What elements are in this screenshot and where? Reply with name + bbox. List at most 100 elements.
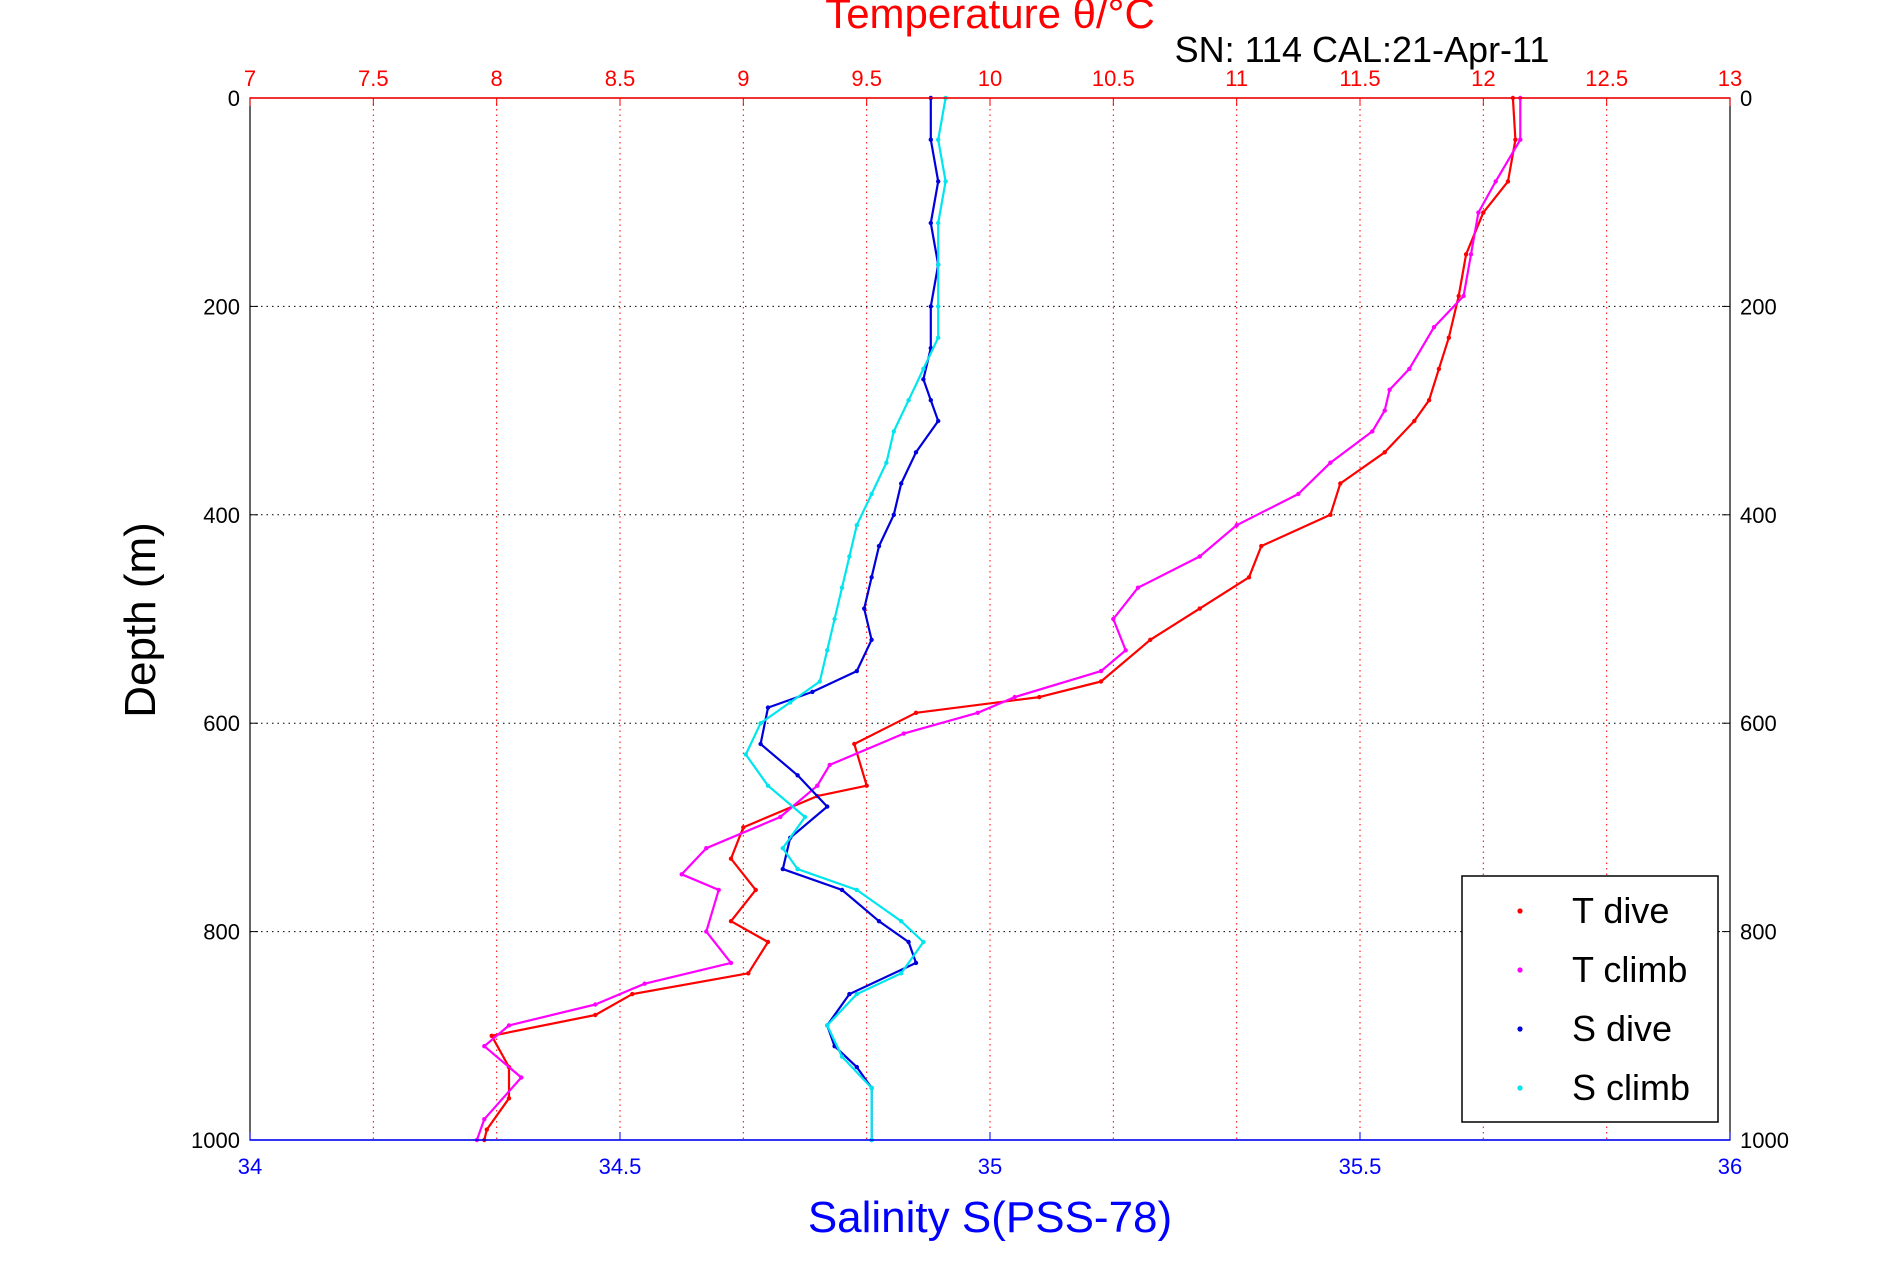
salinity-tick-label: 35 <box>978 1154 1002 1179</box>
data-point <box>1012 694 1017 700</box>
data-point <box>1456 293 1461 299</box>
series-t-climb <box>474 95 1523 1143</box>
data-point <box>869 637 874 642</box>
data-point <box>975 710 980 715</box>
data-point <box>1098 679 1104 684</box>
data-point <box>832 616 837 622</box>
data-point <box>1463 252 1469 257</box>
data-point <box>1148 637 1153 642</box>
data-point <box>943 179 948 184</box>
depth-tick-label-right: 400 <box>1740 503 1777 528</box>
data-point <box>1505 179 1511 184</box>
data-point <box>876 543 882 549</box>
depth-tick-label-right: 800 <box>1740 920 1777 945</box>
data-point <box>899 919 904 924</box>
data-point <box>936 304 941 309</box>
data-point <box>753 887 758 893</box>
data-point <box>906 398 911 403</box>
data-point <box>795 866 800 872</box>
data-point <box>839 585 845 590</box>
data-point <box>1197 554 1202 559</box>
data-point <box>936 137 941 142</box>
data-point <box>780 866 785 872</box>
data-point <box>936 262 941 267</box>
legend-label: S climb <box>1572 1067 1690 1108</box>
data-point <box>482 1117 487 1122</box>
data-point <box>1407 366 1412 372</box>
data-point <box>854 1064 859 1070</box>
legend-label: T dive <box>1572 890 1669 931</box>
depth-tick-label-left: 800 <box>203 920 240 945</box>
data-point <box>864 783 869 788</box>
data-point <box>839 887 845 893</box>
data-point <box>1328 460 1333 465</box>
data-point <box>484 1127 489 1132</box>
series-trace <box>483 97 1517 1141</box>
data-point <box>1387 387 1392 392</box>
data-point <box>921 377 926 382</box>
depth-tick-label-left: 0 <box>228 86 240 111</box>
data-point <box>1370 429 1375 434</box>
data-point <box>593 1012 598 1018</box>
temperature-tick-label: 9 <box>737 66 749 91</box>
data-point <box>869 491 874 497</box>
data-point <box>1259 543 1264 549</box>
top-axis-label: Temperature θ/°C <box>825 0 1155 37</box>
data-point <box>862 606 867 611</box>
temperature-tick-label: 7.5 <box>358 66 389 91</box>
temperature-tick-label: 7 <box>244 66 256 91</box>
data-point <box>780 846 785 851</box>
x-axis-label: Salinity S(PSS-78) <box>808 1193 1172 1242</box>
data-point <box>1493 179 1498 184</box>
temperature-tick-label: 13 <box>1718 66 1742 91</box>
data-point <box>817 679 822 684</box>
legend-label: S dive <box>1572 1008 1672 1049</box>
data-point <box>1098 668 1104 674</box>
data-point <box>1246 575 1252 580</box>
data-point <box>913 450 919 455</box>
data-point <box>728 919 734 924</box>
data-point <box>815 783 820 788</box>
temperature-tick-label: 8.5 <box>605 66 636 91</box>
data-point <box>869 1085 874 1091</box>
chart-subtitle: SN: 114 CAL:21-Apr-11 <box>1175 29 1550 70</box>
data-point <box>825 1023 830 1028</box>
data-point <box>1338 481 1343 486</box>
data-point <box>891 512 896 517</box>
data-point <box>1481 210 1486 215</box>
legend-marker <box>1517 1085 1523 1091</box>
series-s-climb <box>743 95 948 1143</box>
data-point <box>901 731 906 736</box>
data-point <box>1468 252 1474 257</box>
data-point <box>899 971 904 976</box>
depth-tick-label-right: 0 <box>1740 86 1752 111</box>
data-point <box>743 752 748 757</box>
series-trace <box>759 98 940 1140</box>
legend-label: T climb <box>1572 949 1687 990</box>
temperature-tick-label: 12 <box>1471 66 1495 91</box>
data-point <box>869 575 874 580</box>
data-point <box>741 825 746 830</box>
data-point <box>679 872 684 877</box>
data-point <box>936 335 941 340</box>
data-point <box>765 705 771 710</box>
data-point <box>1476 210 1481 215</box>
depth-tick-label-left: 600 <box>203 711 240 736</box>
data-point <box>593 1002 598 1007</box>
data-point <box>810 689 815 695</box>
data-point <box>1296 491 1301 497</box>
data-point <box>1461 293 1466 299</box>
data-point <box>847 554 852 559</box>
data-point <box>913 960 919 966</box>
data-point <box>746 971 751 976</box>
data-point <box>1037 694 1042 700</box>
data-point <box>802 814 808 820</box>
temperature-tick-label: 10.5 <box>1092 66 1135 91</box>
data-point <box>847 991 852 997</box>
data-layer <box>474 95 1523 1143</box>
data-point <box>758 741 763 747</box>
data-point <box>1135 585 1141 590</box>
data-point <box>884 460 889 465</box>
temperature-tick-label: 11 <box>1225 66 1248 91</box>
